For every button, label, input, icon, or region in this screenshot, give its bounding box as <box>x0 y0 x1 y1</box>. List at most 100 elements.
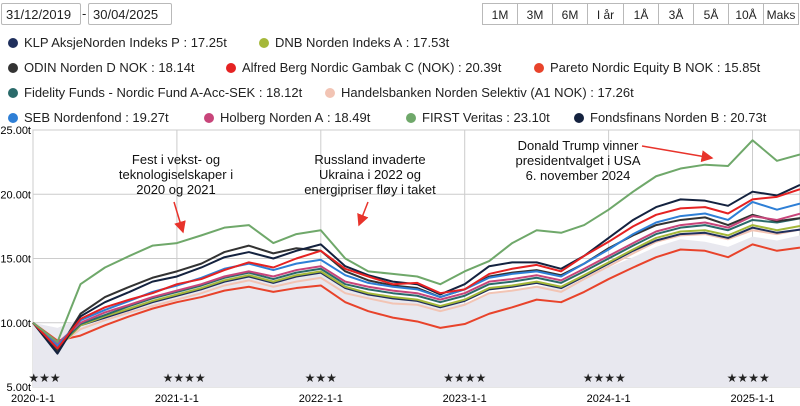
series-lines <box>32 139 800 355</box>
annotation-line: 2020 og 2021 <box>136 182 216 197</box>
legend-item[interactable]: KLP AksjeNorden Indeks P : 17.25t <box>8 32 227 54</box>
performance-chart[interactable]: 5.00t 10.00t 15.00t 20.00t 25.00t 2020-1… <box>0 126 800 406</box>
legend-value: 18.12t <box>266 85 303 100</box>
legend-value: 17.26t <box>597 85 634 100</box>
legend-label: ODIN Norden D NOK <box>24 60 148 75</box>
period-button-1y[interactable]: 1Å <box>623 3 659 25</box>
x-tick-label: 2022-1-1 <box>299 393 343 405</box>
legend-item[interactable]: DNB Norden Indeks A : 17.53t <box>259 32 449 54</box>
series-line <box>32 183 800 355</box>
period-selector: 1M 3M 6M I år 1Å 3Å 5Å 10Å Maks <box>482 3 799 25</box>
series-line <box>32 217 800 349</box>
star-rating: ★★★★ <box>163 371 206 385</box>
annotation-line: presidentvalget i USA <box>515 153 640 168</box>
annotation-growth: Fest i vekst- og teknologiselskaper i 20… <box>119 152 233 234</box>
annotation-arrow <box>173 201 186 234</box>
legend-value: 18.14t <box>158 60 195 75</box>
legend-dot <box>8 113 18 123</box>
legend-item[interactable]: Holberg Norden A : 18.49t <box>204 107 370 129</box>
legend-label: Fondsfinans Norden B <box>590 110 720 125</box>
legend-dot <box>325 88 335 98</box>
legend-label: DNB Norden Indeks A <box>275 35 403 50</box>
legend-dot <box>8 38 18 48</box>
star-rating: ★★★★ <box>443 371 486 385</box>
annotation-line: teknologiselskaper i <box>119 167 233 182</box>
legend-value: 15.85t <box>724 60 761 75</box>
period-button-10y[interactable]: 10Å <box>728 3 764 25</box>
annotation-line: Fest i vekst- og <box>132 152 220 167</box>
y-tick-label: 10.00t <box>0 318 31 330</box>
y-tick-label: 20.00t <box>0 189 31 201</box>
legend-item[interactable]: SEB Nordenfond : 19.27t <box>8 107 169 129</box>
x-axis: 2020-1-1 2021-1-1 2022-1-1 2023-1-1 2024… <box>11 393 775 405</box>
date-to-input[interactable]: 30/04/2025 <box>88 3 172 25</box>
legend-item[interactable]: ODIN Norden D NOK : 18.14t <box>8 57 195 79</box>
legend-label: Alfred Berg Nordic Gambak C (NOK) <box>242 60 455 75</box>
legend-label: FIRST Veritas <box>422 110 503 125</box>
period-button-max[interactable]: Maks <box>763 3 799 25</box>
y-axis: 5.00t 10.00t 15.00t 20.00t 25.00t <box>0 126 31 394</box>
annotation-line: Donald Trump vinner <box>518 138 639 153</box>
star-ratings: ★★★ ★★★★ ★★★ ★★★★ ★★★★ ★★★★ <box>28 371 769 385</box>
date-from-input[interactable]: 31/12/2019 <box>1 3 81 25</box>
annotation-ukraine: Russland invaderte Ukraina i 2022 og ene… <box>304 152 436 227</box>
annotation-trump: Donald Trump vinner presidentvalget i US… <box>515 138 714 183</box>
legend-label: KLP AksjeNorden Indeks P <box>24 35 180 50</box>
legend-label: Holberg Norden A <box>220 110 324 125</box>
period-button-ytd[interactable]: I år <box>587 3 624 25</box>
x-tick-label: 2025-1-1 <box>730 393 774 405</box>
legend-label: SEB Nordenfond <box>24 110 122 125</box>
series-line <box>32 213 800 353</box>
legend-dot <box>259 38 269 48</box>
legend-value: 20.39t <box>465 60 502 75</box>
y-tick-label: 15.00t <box>0 254 31 266</box>
legend-dot <box>574 113 584 123</box>
period-button-3m[interactable]: 3M <box>517 3 553 25</box>
legend-item[interactable]: Fondsfinans Norden B : 20.73t <box>574 107 766 129</box>
period-button-3y[interactable]: 3Å <box>658 3 694 25</box>
annotation-line: energipriser fløy i taket <box>304 182 436 197</box>
legend-dot <box>226 63 236 73</box>
legend-label: Fidelity Funds - Nordic Fund A-Acc-SEK <box>24 85 256 100</box>
period-button-1m[interactable]: 1M <box>482 3 518 25</box>
legend-value: 17.53t <box>413 35 450 50</box>
series-line <box>32 139 800 344</box>
legend-dot <box>406 113 416 123</box>
star-rating: ★★★ <box>305 371 337 385</box>
legend-item[interactable]: FIRST Veritas : 23.10t <box>406 107 550 129</box>
period-button-5y[interactable]: 5Å <box>693 3 729 25</box>
star-rating: ★★★ <box>28 371 60 385</box>
annotation-arrow <box>357 201 369 227</box>
y-tick-label: 25.00t <box>0 126 31 137</box>
legend-label: Pareto Nordic Equity B NOK <box>550 60 714 75</box>
legend-value: 19.27t <box>132 110 169 125</box>
star-rating: ★★★★ <box>727 371 770 385</box>
series-line <box>32 226 800 350</box>
x-tick-label: 2023-1-1 <box>443 393 487 405</box>
legend-item[interactable]: Alfred Berg Nordic Gambak C (NOK) : 20.3… <box>226 57 501 79</box>
series-line <box>32 212 800 345</box>
x-tick-label: 2021-1-1 <box>155 393 199 405</box>
series-line <box>32 243 800 342</box>
x-tick-label: 2020-1-1 <box>11 393 55 405</box>
legend-value: 18.49t <box>334 110 371 125</box>
chart-legend: KLP AksjeNorden Indeks P : 17.25t DNB No… <box>0 32 800 132</box>
legend-dot <box>534 63 544 73</box>
legend-item[interactable]: Fidelity Funds - Nordic Fund A-Acc-SEK :… <box>8 82 302 104</box>
area-fill <box>33 235 800 387</box>
series-line <box>32 188 800 350</box>
legend-value: 20.73t <box>730 110 767 125</box>
annotation-line: 6. november 2024 <box>526 168 631 183</box>
legend-item[interactable]: Handelsbanken Norden Selektiv (A1 NOK) :… <box>325 82 634 104</box>
star-rating: ★★★★ <box>583 371 626 385</box>
legend-dot <box>8 88 18 98</box>
annotation-line: Russland invaderte <box>314 152 425 167</box>
annotation-arrow <box>641 145 714 163</box>
period-button-6m[interactable]: 6M <box>552 3 588 25</box>
legend-value: 23.10t <box>513 110 550 125</box>
legend-dot <box>204 113 214 123</box>
legend-dot <box>8 63 18 73</box>
legend-item[interactable]: Pareto Nordic Equity B NOK : 15.85t <box>534 57 760 79</box>
series-line <box>32 224 800 350</box>
series-line <box>32 228 800 347</box>
